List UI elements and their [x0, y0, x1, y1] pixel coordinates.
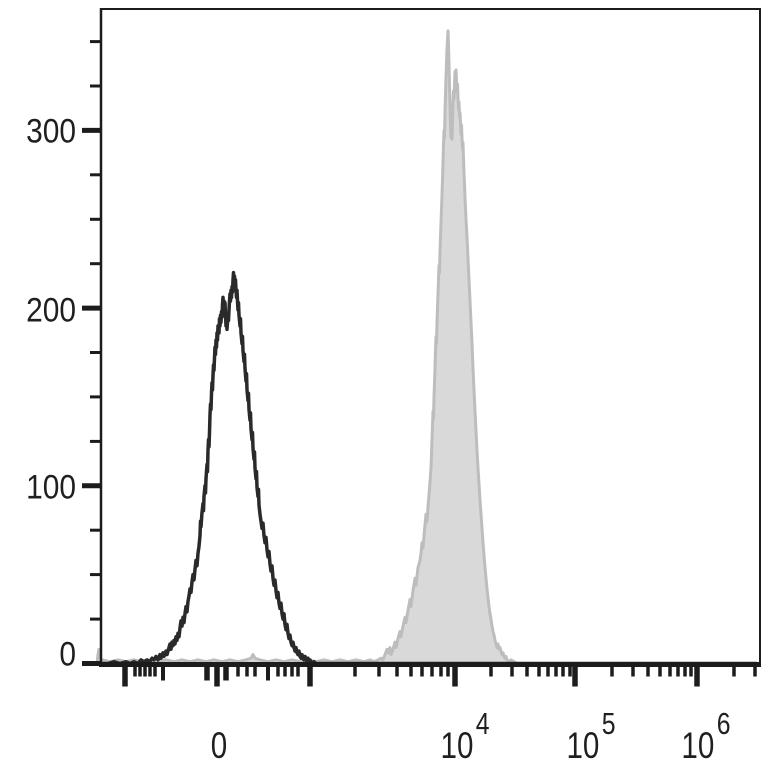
filled-histogram-curve — [95, 29, 522, 665]
x-axis-tick-label-0: 0 — [211, 726, 227, 767]
x-axis-tick-label-10e5: 105 — [566, 706, 615, 766]
y-axis-tick-label-0: 0 — [59, 635, 76, 673]
x-axis-tick-label-10e4: 104 — [440, 706, 489, 766]
y-axis-tick-label-300: 300 — [26, 112, 76, 150]
y-axis-tick-label-100: 100 — [26, 468, 76, 506]
y-axis-tick-label-200: 200 — [26, 291, 76, 329]
open-histogram-curve — [98, 270, 758, 666]
x-axis-tick-label-10e6: 106 — [681, 706, 730, 766]
